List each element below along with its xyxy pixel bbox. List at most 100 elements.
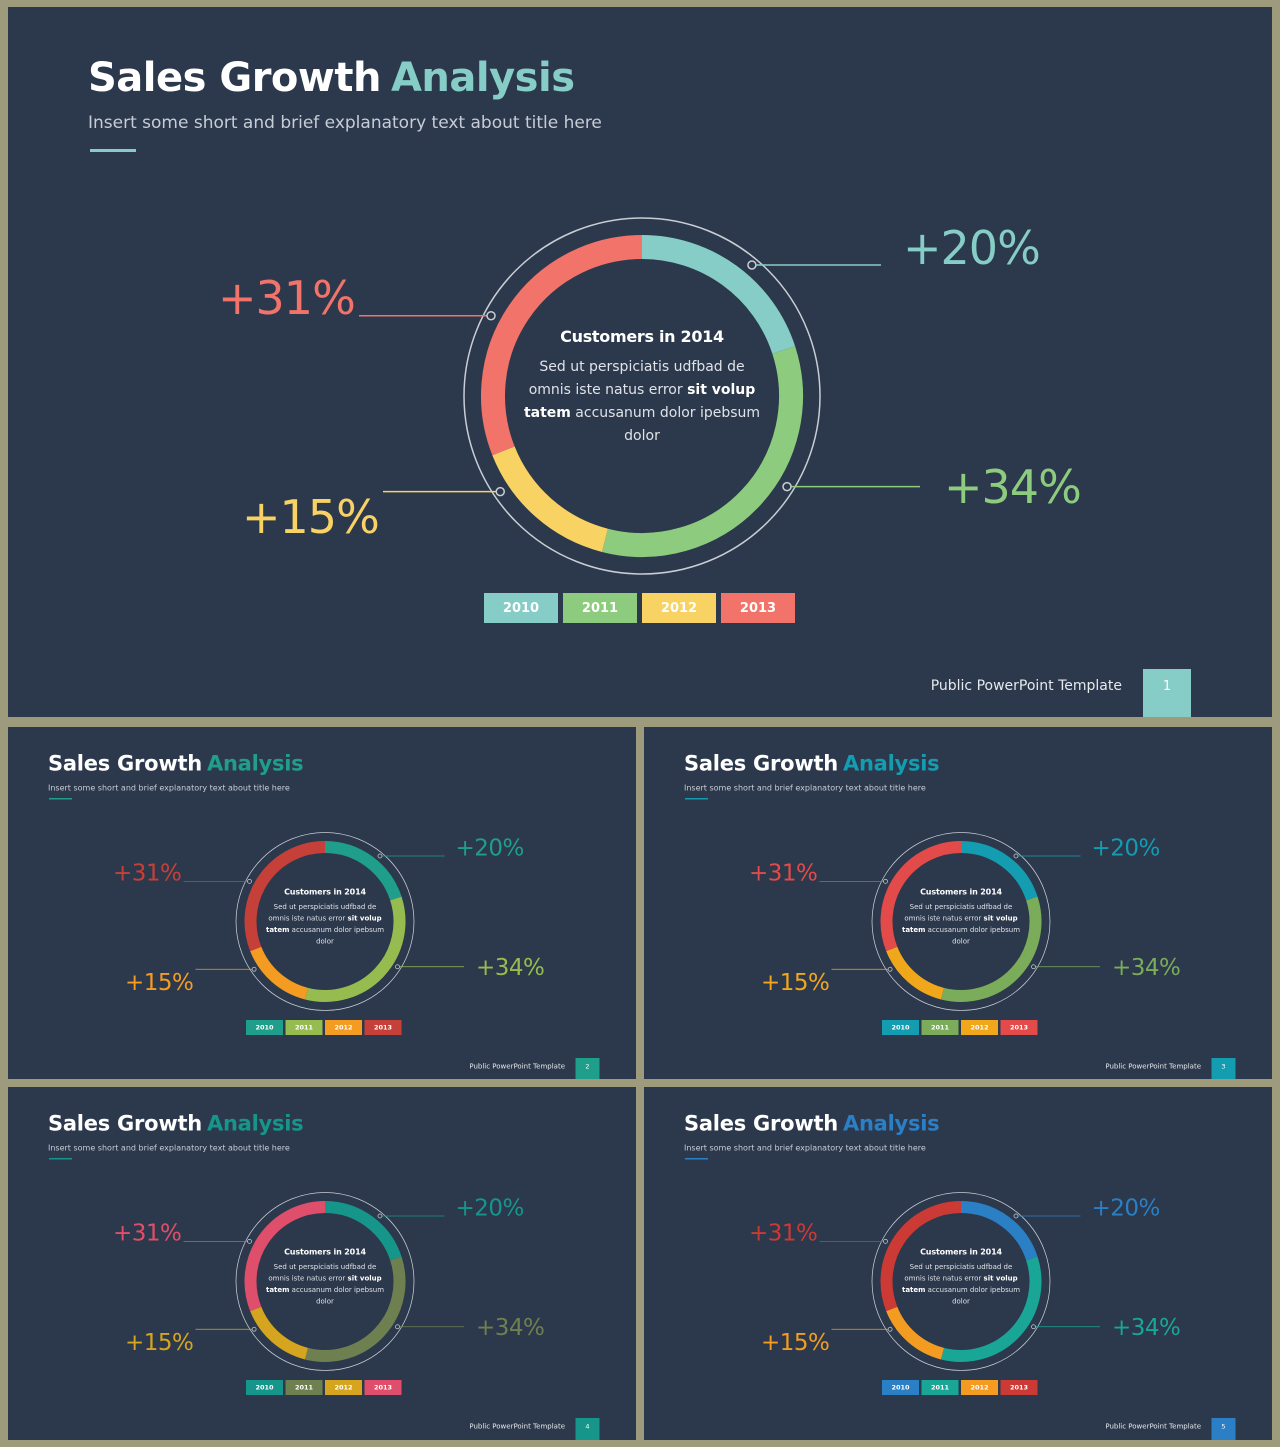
slide-title: Sales Growth Analysis bbox=[684, 1111, 940, 1136]
leader-dot-2010 bbox=[377, 853, 383, 859]
donut-outer-ring bbox=[871, 1192, 1051, 1371]
leader-dot-2011 bbox=[782, 481, 792, 492]
title-main: Sales Growth bbox=[88, 55, 381, 101]
title-underline bbox=[49, 798, 72, 800]
donut-segment-2011 bbox=[601, 346, 803, 557]
donut-segment-2011 bbox=[304, 1256, 406, 1362]
center-body-bold: sit volup tatem bbox=[901, 1274, 1018, 1295]
slide-5[interactable]: Sales Growth Analysis Insert some short a… bbox=[644, 1087, 1272, 1440]
center-body: Sed ut perspiciatis udfbad de omnis iste… bbox=[901, 1262, 1021, 1308]
data-label-2011: +34% bbox=[944, 460, 1082, 514]
leader-dot-2012 bbox=[887, 966, 893, 972]
leader-dot-2012 bbox=[251, 966, 257, 972]
slide-subtitle: Insert some short and brief explanatory … bbox=[684, 783, 926, 793]
legend-item-2011: 2011 bbox=[921, 1380, 959, 1395]
legend-item-2011: 2011 bbox=[921, 1020, 959, 1035]
donut-segment-2012 bbox=[886, 946, 945, 1000]
leader-dot-2013 bbox=[247, 878, 252, 884]
center-title: Customers in 2014 bbox=[284, 1247, 366, 1257]
footer-text: Public PowerPoint Template bbox=[469, 1062, 565, 1071]
center-body-bold: sit volup tatem bbox=[265, 914, 382, 935]
data-label-2011: +34% bbox=[476, 953, 545, 981]
slide-1[interactable]: Sales Growth Analysis Insert some short a… bbox=[8, 7, 1272, 717]
slide-4[interactable]: Sales Growth Analysis Insert some short a… bbox=[8, 1087, 636, 1440]
title-highlight: Analysis bbox=[390, 55, 575, 101]
page-number: 5 bbox=[1211, 1418, 1236, 1440]
data-label-2012: +15% bbox=[761, 968, 830, 996]
donut-segment-2013 bbox=[880, 841, 962, 952]
center-title: Customers in 2014 bbox=[920, 887, 1002, 897]
title-underline bbox=[685, 1158, 708, 1160]
legend-item-2011: 2011 bbox=[285, 1020, 323, 1035]
center-title: Customers in 2014 bbox=[920, 1247, 1002, 1257]
donut-chart bbox=[359, 217, 920, 575]
slide-title: Sales Growth Analysis bbox=[684, 751, 940, 776]
leader-dot-2011 bbox=[1031, 964, 1036, 970]
leader-dot-2011 bbox=[395, 1324, 400, 1330]
donut-segment-2013 bbox=[244, 1201, 326, 1312]
legend-item-2013: 2013 bbox=[1000, 1020, 1038, 1035]
donut-segment-2011 bbox=[304, 896, 406, 1002]
center-body-text-1: Sed ut perspiciatis udfbad de omnis iste… bbox=[268, 1263, 377, 1283]
footer-text: Public PowerPoint Template bbox=[930, 678, 1122, 694]
leader-dot-2010 bbox=[747, 260, 757, 270]
chart-legend: 2010 2011 2012 2013 bbox=[246, 1020, 402, 1035]
legend-item-2012: 2012 bbox=[325, 1380, 362, 1395]
title-highlight: Analysis bbox=[842, 751, 940, 776]
center-title: Customers in 2014 bbox=[560, 327, 724, 346]
donut-chart bbox=[819, 1192, 1100, 1371]
center-body-text-2: accusanum dolor ipebsum dolor bbox=[925, 926, 1021, 946]
leader-dot-2010 bbox=[1013, 853, 1019, 859]
center-body: Sed ut perspiciatis udfbad de omnis iste… bbox=[522, 356, 762, 448]
donut-segment-2013 bbox=[481, 235, 643, 456]
data-label-2010: +20% bbox=[455, 1194, 525, 1221]
data-label-2010: +20% bbox=[455, 834, 525, 861]
chart-legend: 2010 2011 2012 2013 bbox=[882, 1020, 1038, 1035]
donut-segment-2013 bbox=[880, 1201, 962, 1312]
data-label-2012: +15% bbox=[761, 1328, 830, 1356]
leader-dot-2013 bbox=[247, 1238, 252, 1244]
title-highlight: Analysis bbox=[206, 1111, 304, 1136]
data-label-2010: +20% bbox=[1091, 834, 1161, 861]
legend-item-2012: 2012 bbox=[325, 1020, 362, 1035]
slide-3[interactable]: Sales Growth Analysis Insert some short a… bbox=[644, 727, 1272, 1079]
center-body-bold: sit volup tatem bbox=[901, 914, 1018, 935]
legend-item-2013: 2013 bbox=[1000, 1380, 1038, 1395]
chart-center-text: Customers in 2014 Sed ut perspiciatis ud… bbox=[522, 327, 762, 448]
donut-outer-ring bbox=[235, 1192, 415, 1371]
donut-segment-2011 bbox=[940, 1256, 1042, 1362]
center-body-text-2: accusanum dolor ipebsum dolor bbox=[925, 1286, 1021, 1306]
slide-subtitle: Insert some short and brief explanatory … bbox=[48, 1143, 290, 1153]
donut-chart bbox=[819, 832, 1100, 1011]
footer-text: Public PowerPoint Template bbox=[1105, 1422, 1201, 1431]
title-highlight: Analysis bbox=[206, 751, 304, 776]
title-highlight: Analysis bbox=[842, 1111, 940, 1136]
title-underline bbox=[685, 798, 708, 800]
data-label-2011: +34% bbox=[476, 1313, 545, 1341]
legend-item-2010: 2010 bbox=[882, 1380, 919, 1395]
leader-dot-2010 bbox=[377, 1213, 383, 1219]
legend-item-2012: 2012 bbox=[961, 1020, 998, 1035]
center-title: Customers in 2014 bbox=[284, 887, 366, 897]
legend-item-2010: 2010 bbox=[246, 1020, 283, 1035]
title-main: Sales Growth bbox=[684, 751, 838, 776]
data-label-2013: +31% bbox=[218, 271, 356, 325]
donut-chart bbox=[183, 1192, 464, 1371]
center-body-bold: sit volup tatem bbox=[265, 1274, 382, 1295]
slide-2[interactable]: Sales Growth Analysis Insert some short a… bbox=[8, 727, 636, 1079]
center-body: Sed ut perspiciatis udfbad de omnis iste… bbox=[265, 902, 385, 948]
center-body-text-2: accusanum dolor ipebsum dolor bbox=[289, 926, 385, 946]
chart-legend: 2010 2011 2012 2013 bbox=[484, 593, 795, 623]
slide-title: Sales Growth Analysis bbox=[48, 1111, 304, 1136]
title-main: Sales Growth bbox=[48, 1111, 202, 1136]
page-number: 4 bbox=[575, 1418, 600, 1440]
data-label-2011: +34% bbox=[1112, 1313, 1181, 1341]
leader-dot-2011 bbox=[395, 964, 400, 970]
leader-dot-2011 bbox=[1031, 1324, 1036, 1330]
data-label-2012: +15% bbox=[125, 1328, 194, 1356]
donut-segment-2011 bbox=[940, 896, 1042, 1002]
donut-chart bbox=[183, 832, 464, 1011]
page-number: 1 bbox=[1143, 669, 1191, 717]
leader-dot-2010 bbox=[1013, 1213, 1019, 1219]
chart-center-text: Customers in 2014 Sed ut perspiciatis ud… bbox=[901, 1247, 1021, 1308]
